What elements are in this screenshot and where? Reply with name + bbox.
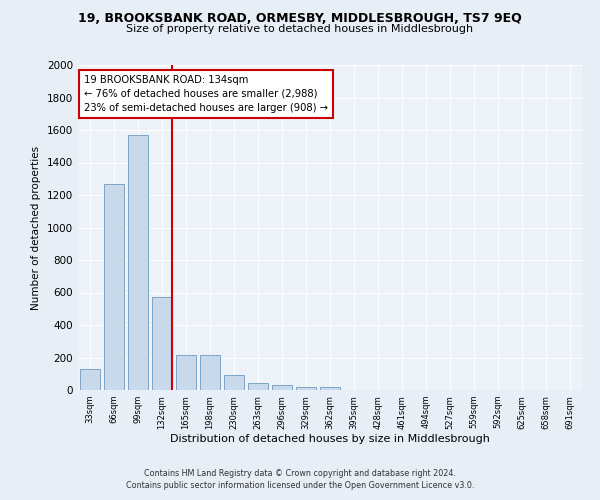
- Text: 19 BROOKSBANK ROAD: 134sqm
← 76% of detached houses are smaller (2,988)
23% of s: 19 BROOKSBANK ROAD: 134sqm ← 76% of deta…: [84, 74, 328, 113]
- X-axis label: Distribution of detached houses by size in Middlesbrough: Distribution of detached houses by size …: [170, 434, 490, 444]
- Bar: [80, 369, 100, 390]
- Bar: [176, 355, 196, 390]
- Bar: [104, 184, 124, 390]
- Y-axis label: Number of detached properties: Number of detached properties: [31, 146, 41, 310]
- Bar: [224, 374, 244, 390]
- Bar: [152, 298, 172, 390]
- Text: Size of property relative to detached houses in Middlesbrough: Size of property relative to detached ho…: [127, 24, 473, 34]
- Bar: [248, 382, 268, 390]
- Bar: [128, 135, 148, 390]
- Bar: [320, 387, 340, 390]
- Text: Contains HM Land Registry data © Crown copyright and database right 2024.: Contains HM Land Registry data © Crown c…: [144, 468, 456, 477]
- Bar: [272, 385, 292, 390]
- Bar: [296, 387, 316, 390]
- Bar: [200, 355, 220, 390]
- Text: 19, BROOKSBANK ROAD, ORMESBY, MIDDLESBROUGH, TS7 9EQ: 19, BROOKSBANK ROAD, ORMESBY, MIDDLESBRO…: [78, 12, 522, 26]
- Text: Contains public sector information licensed under the Open Government Licence v3: Contains public sector information licen…: [126, 481, 474, 490]
